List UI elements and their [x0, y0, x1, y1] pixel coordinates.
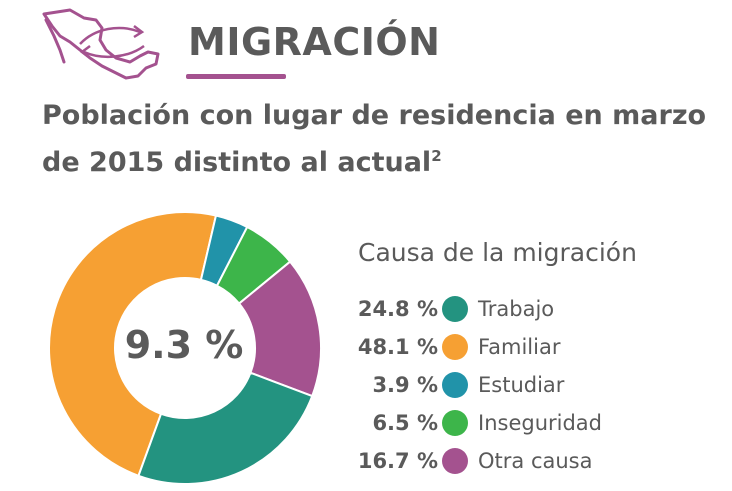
subtitle-line-2: de 2015 distinto al actual [42, 147, 432, 178]
legend-item-estudiar: 3.9 % Estudiar [340, 366, 700, 404]
legend-item-familiar: 48.1 % Familiar [340, 328, 700, 366]
donut-center-value: 9.3 % [124, 323, 244, 367]
legend-label: Trabajo [478, 297, 555, 321]
mexico-map-arrows-icon [42, 8, 160, 80]
subtitle-line-1: Población con lugar de residencia en mar… [42, 100, 707, 131]
legend: 24.8 % Trabajo 48.1 % Familiar 3.9 % Est… [340, 290, 700, 480]
legend-value: 24.8 % [357, 297, 438, 321]
legend-swatch [442, 296, 468, 322]
donut-slice-familiar [48, 211, 218, 478]
legend-swatch [442, 410, 468, 436]
legend-item-otra-causa: 16.7 % Otra causa [340, 442, 700, 480]
legend-item-trabajo: 24.8 % Trabajo [340, 290, 700, 328]
legend-swatch [442, 334, 468, 360]
legend-label: Familiar [478, 335, 561, 359]
legend-value: 48.1 % [357, 335, 438, 359]
footnote-marker: 2 [431, 147, 442, 165]
legend-value: 16.7 % [357, 449, 438, 473]
section-title: MIGRACIÓN [188, 20, 441, 64]
legend-value: 3.9 % [372, 373, 438, 397]
legend-value: 6.5 % [372, 411, 438, 435]
title-underline [186, 74, 286, 79]
donut-chart [48, 211, 322, 485]
legend-swatch [442, 448, 468, 474]
legend-label: Estudiar [478, 373, 565, 397]
legend-title: Causa de la migración [358, 238, 637, 267]
legend-item-inseguridad: 6.5 % Inseguridad [340, 404, 700, 442]
chart-subtitle: Población con lugar de residencia en mar… [42, 96, 722, 183]
legend-label: Inseguridad [478, 411, 603, 435]
donut-slice-trabajo [137, 371, 314, 485]
legend-label: Otra causa [478, 449, 593, 473]
legend-swatch [442, 372, 468, 398]
